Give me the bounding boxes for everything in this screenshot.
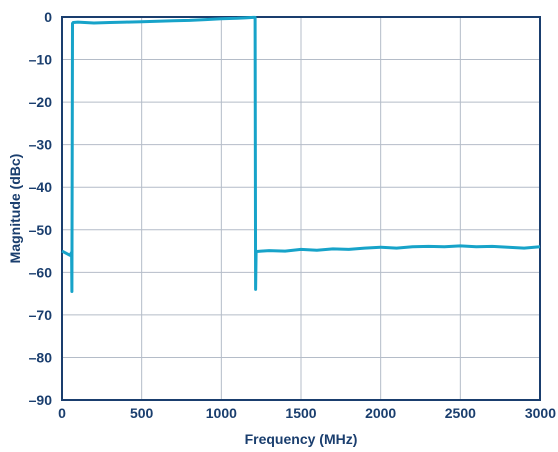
y-tick-label: –60 [29, 264, 53, 280]
y-tick-label: –40 [29, 179, 53, 195]
plot-frame [61, 16, 541, 401]
y-axis-title: Magnitude (dBc) [7, 154, 23, 264]
y-tick-label: –50 [29, 222, 53, 238]
y-tick-label: –30 [29, 137, 53, 153]
y-tick-label: –10 [29, 52, 53, 68]
x-tick-label: 3000 [525, 405, 556, 421]
y-tick-label: –90 [29, 392, 53, 408]
y-axis-tick-labels: 0 –10 –20 –30 –40 –50 –60 –70 –80 –90 [29, 9, 53, 408]
x-tick-label: 500 [130, 405, 154, 421]
y-tick-label: –80 [29, 349, 53, 365]
x-axis-tick-labels: 0 500 1000 1500 2000 2500 3000 [58, 405, 556, 421]
y-tick-label: 0 [44, 9, 52, 25]
y-tick-label: –20 [29, 94, 53, 110]
x-tick-label: 2500 [445, 405, 476, 421]
x-tick-label: 2000 [365, 405, 396, 421]
x-tick-label: 1500 [285, 405, 316, 421]
grid-lines [61, 16, 541, 401]
y-tick-label: –70 [29, 307, 53, 323]
x-tick-label: 1000 [206, 405, 237, 421]
x-axis-title: Frequency (MHz) [245, 431, 358, 447]
x-tick-label: 0 [58, 405, 66, 421]
series-line [61, 15, 541, 293]
